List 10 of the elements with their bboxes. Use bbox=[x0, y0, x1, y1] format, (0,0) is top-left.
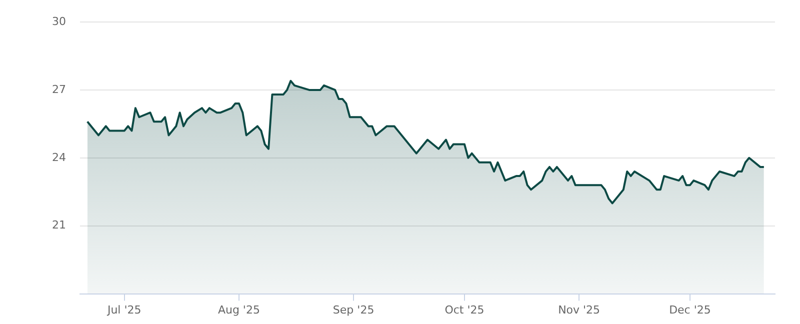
y-tick-label: 30 bbox=[52, 14, 66, 28]
x-tick-label: Jul '25 bbox=[106, 303, 142, 316]
x-tick-label: Sep '25 bbox=[332, 303, 374, 316]
y-tick-label: 24 bbox=[52, 150, 66, 164]
y-tick-label: 27 bbox=[52, 82, 66, 96]
x-tick-label: Nov '25 bbox=[558, 303, 600, 316]
y-tick-label: 21 bbox=[52, 218, 66, 232]
x-tick-label: Aug '25 bbox=[218, 303, 260, 316]
x-tick-label: Dec '25 bbox=[669, 303, 711, 316]
x-tick-label: Oct '25 bbox=[444, 303, 484, 316]
